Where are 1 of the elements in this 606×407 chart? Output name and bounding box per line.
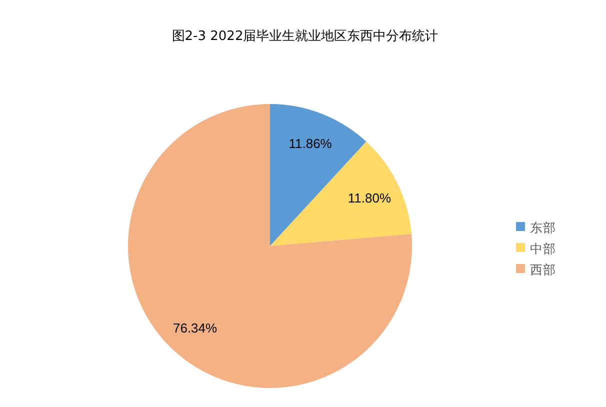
title: 图2-3 2022届毕业生就业地区东西中分布统计 bbox=[172, 29, 438, 44]
